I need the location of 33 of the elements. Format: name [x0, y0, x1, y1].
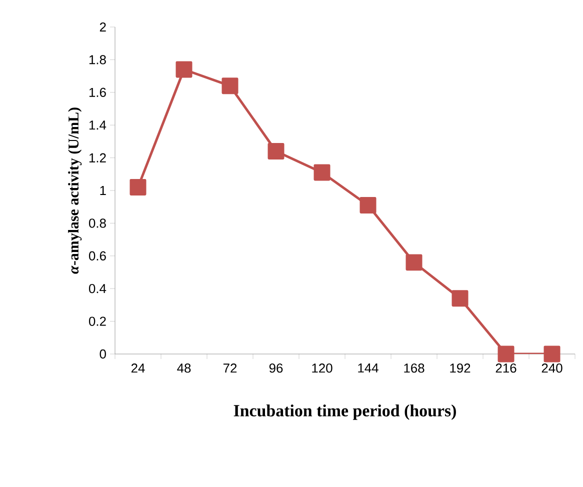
- x-tick-label: 168: [404, 364, 424, 373]
- y-tick-label: 0.4: [88, 284, 106, 294]
- y-tick-label: 0: [100, 349, 106, 359]
- point: [544, 346, 560, 362]
- x-axis-title: Incubation time period (hours): [234, 404, 456, 420]
- point: [452, 290, 468, 307]
- x-tick-label: 120: [312, 364, 332, 373]
- y-tick-label: 0.6: [88, 251, 106, 260]
- x-tick-label: 216: [496, 364, 516, 373]
- x-tick-label: 192: [450, 364, 470, 373]
- y-tick-label: 1.2: [89, 153, 106, 162]
- point: [360, 196, 376, 214]
- point: [406, 254, 422, 271]
- x-tick-label: 48: [177, 364, 191, 373]
- y-axis-title: α-amylase activity (U/mL): [68, 108, 82, 274]
- y-tick-label: 1.6: [89, 88, 106, 97]
- y-tick-label: 1.8: [89, 55, 106, 64]
- x-tick-label: 24: [131, 364, 145, 373]
- y-tick-label: 0.8: [88, 218, 106, 228]
- x-tick-label: 144: [358, 364, 378, 372]
- point: [130, 178, 146, 196]
- x-tick-label: 240: [542, 364, 562, 373]
- x-tick-label: 96: [269, 364, 283, 373]
- point: [268, 143, 284, 160]
- point: [176, 61, 192, 78]
- point: [222, 78, 238, 94]
- y-tick-label: 1: [100, 186, 106, 195]
- x-tick-label: 72: [223, 364, 237, 373]
- point: [314, 164, 330, 181]
- y-tick-label: 0.2: [88, 316, 106, 326]
- point: [498, 346, 514, 362]
- y-tick-label: 2: [100, 22, 106, 32]
- y-tick-label: 1.4: [89, 120, 106, 130]
